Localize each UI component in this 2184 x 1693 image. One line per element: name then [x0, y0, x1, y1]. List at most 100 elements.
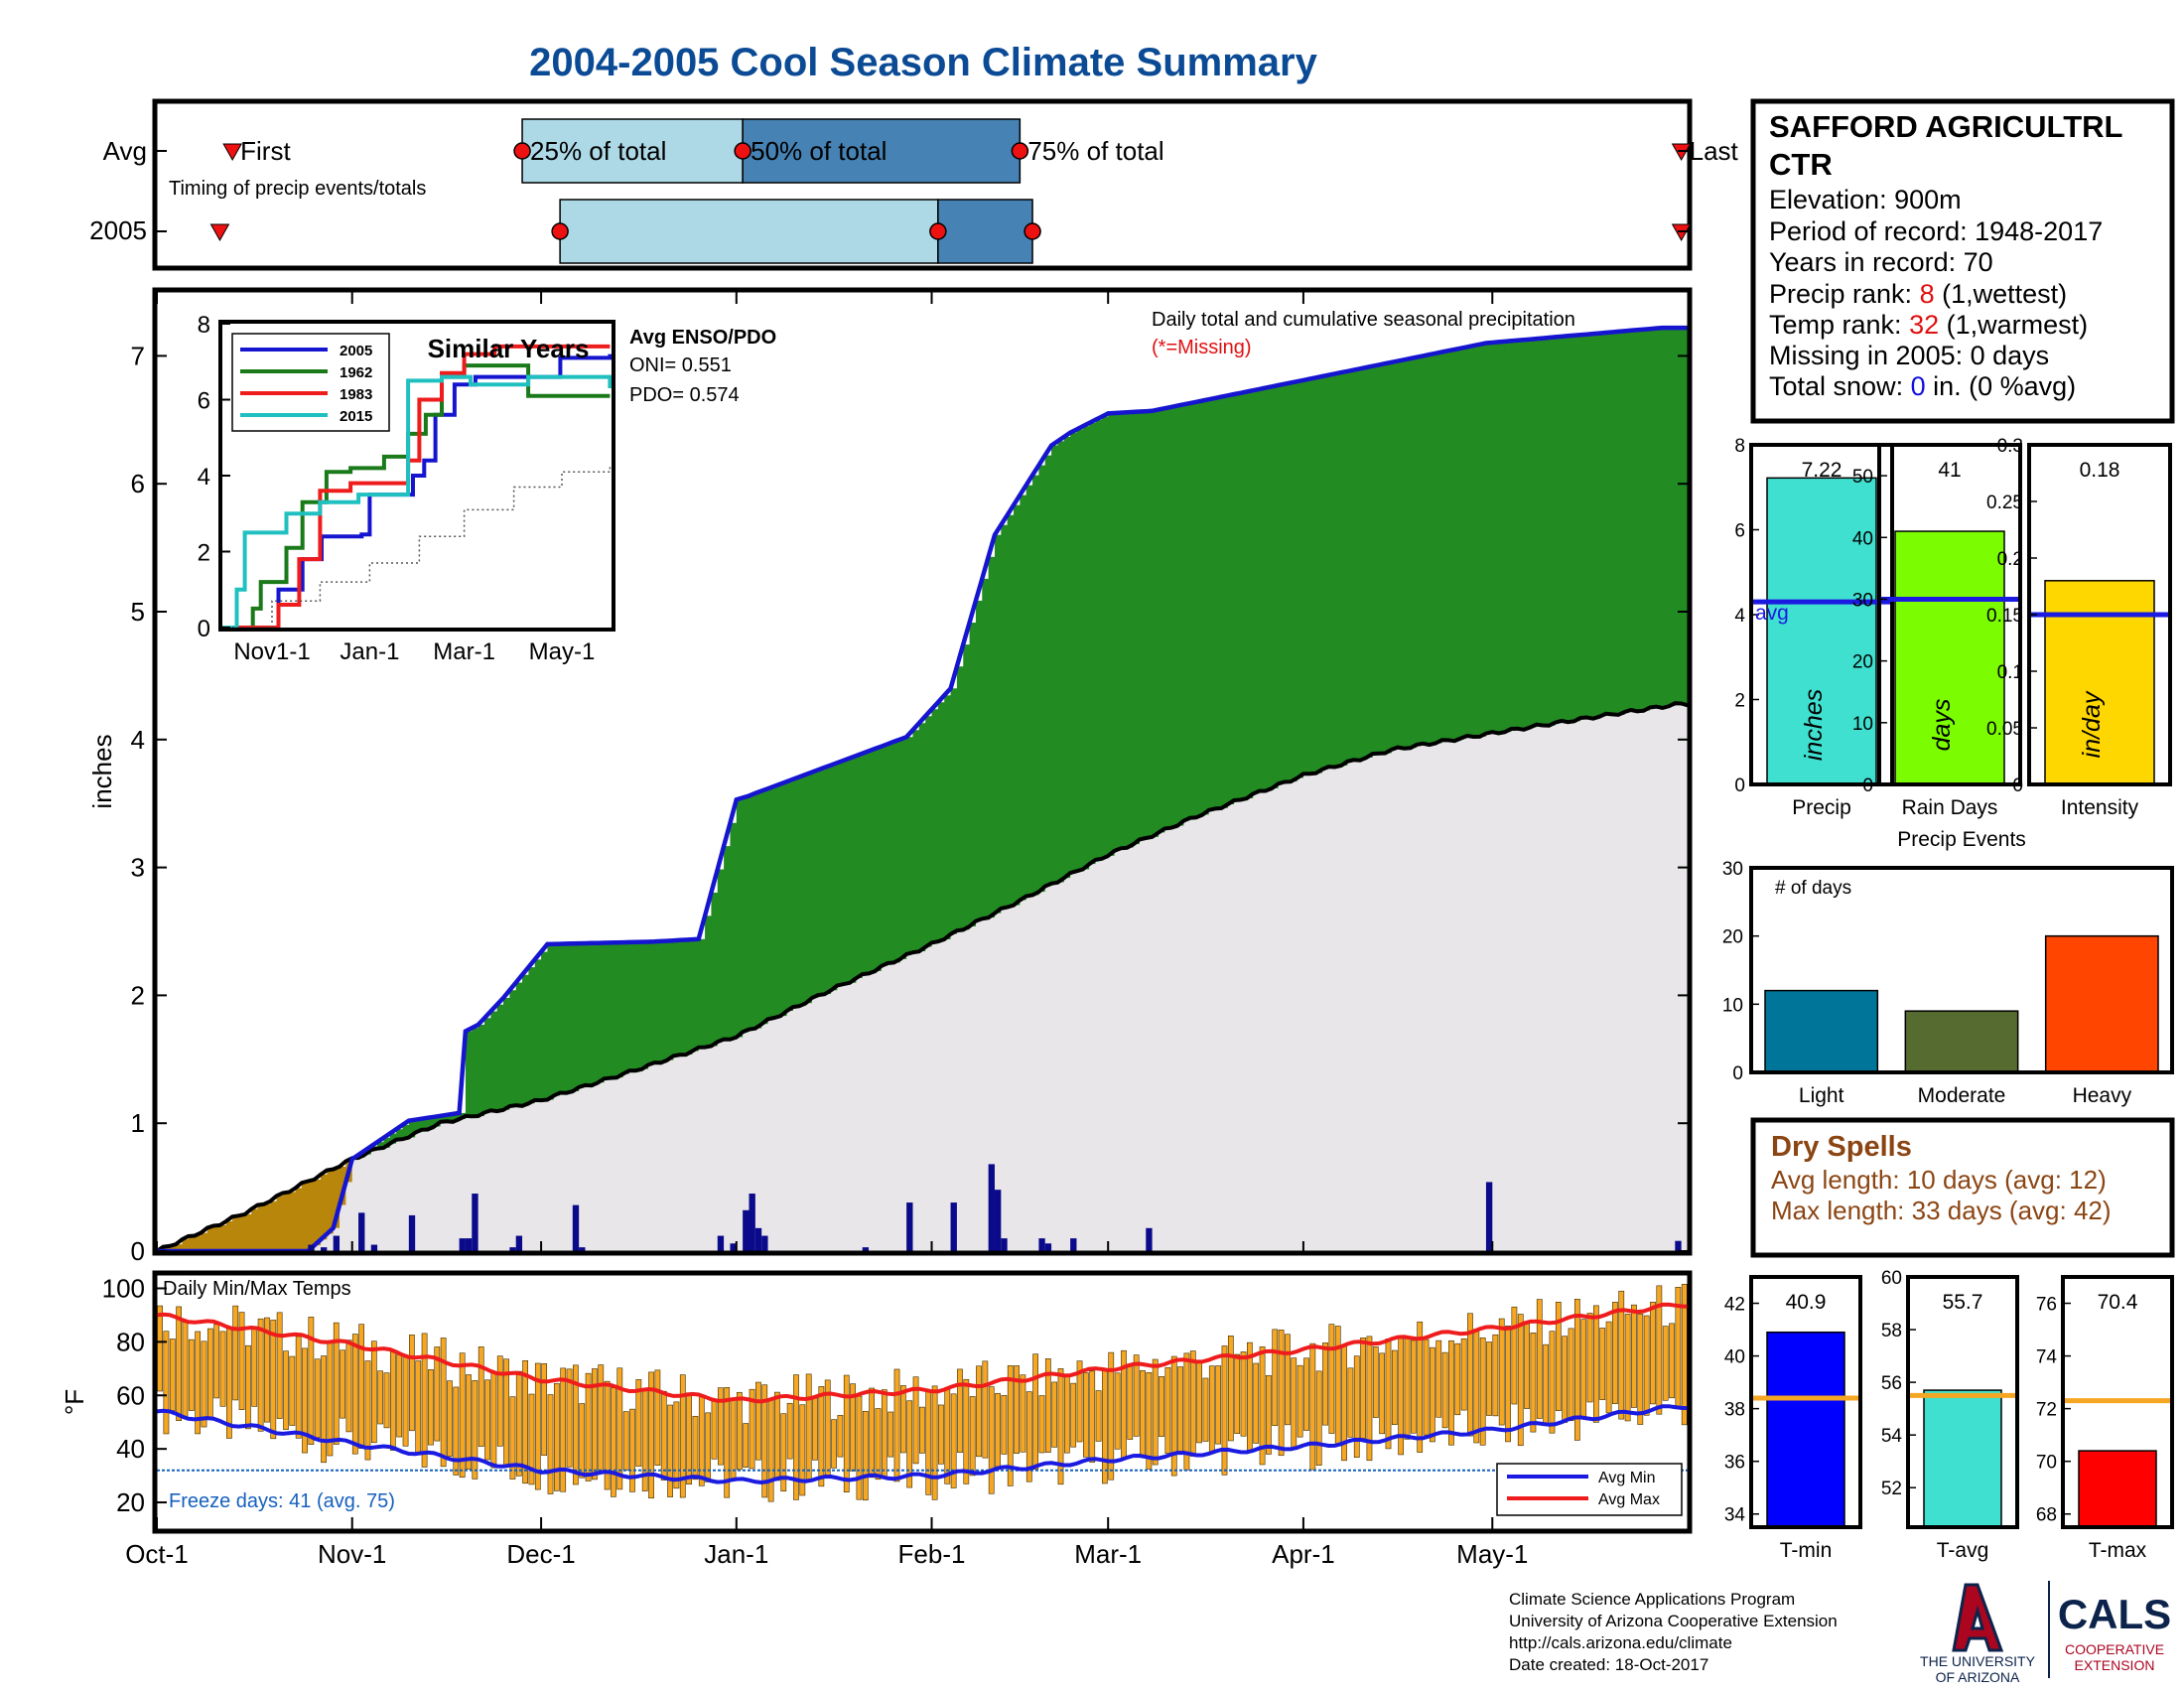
- normal-precip-fill: [472, 1116, 479, 1251]
- precip-departure-fill: [786, 781, 794, 1012]
- daily-temp-bar: [302, 1347, 308, 1454]
- daily-temp-bar: [421, 1333, 428, 1468]
- daily-temp-bar: [295, 1336, 302, 1439]
- month-label: Mar-1: [1074, 1539, 1142, 1569]
- inset-series-avg: [222, 464, 612, 629]
- normal-precip-fill: [730, 1039, 738, 1251]
- precip-departure-fill: [1586, 334, 1594, 718]
- precip-departure-fill: [1630, 330, 1638, 711]
- normal-precip-fill: [994, 913, 1002, 1251]
- precip-departure-fill: [1385, 363, 1393, 754]
- normal-precip-fill: [1562, 720, 1570, 1251]
- ua-line-1: THE UNIVERSITY: [1920, 1653, 2036, 1669]
- normal-precip-fill: [604, 1078, 612, 1251]
- precip-departure-fill: [440, 1115, 448, 1122]
- normal-precip-fill: [1466, 736, 1474, 1251]
- precip-departure-fill: [1328, 374, 1336, 768]
- normal-precip-fill: [1580, 717, 1588, 1251]
- inset-legend-label: 1983: [340, 386, 372, 403]
- precip-departure-fill: [263, 1203, 271, 1251]
- daily-temp-bar: [321, 1355, 327, 1464]
- daily-temp-bar: [831, 1419, 837, 1469]
- precip-departure-fill: [446, 1114, 454, 1122]
- daily-temp-bar: [805, 1373, 812, 1480]
- timing-first-last-marker: [222, 143, 243, 162]
- daily-temp-bar: [327, 1340, 334, 1457]
- precip-departure-fill: [1441, 352, 1449, 741]
- precip-departure-fill: [1592, 334, 1600, 719]
- station-precip-rank: Precip rank: 8 (1,wettest): [1769, 279, 2067, 309]
- daily-temp-bar: [812, 1397, 818, 1461]
- precip-departure-fill: [490, 1011, 498, 1111]
- month-label: May-1: [1456, 1539, 1528, 1569]
- normal-precip-fill: [383, 1147, 391, 1251]
- normal-precip-fill: [786, 1011, 794, 1251]
- daily-temp-bar: [1479, 1337, 1486, 1446]
- summary-value-label: 7.22: [1802, 459, 1843, 482]
- precip-departure-fill: [956, 666, 964, 931]
- daily-temp-bar: [912, 1376, 919, 1465]
- daily-temp-bar: [843, 1374, 850, 1492]
- normal-precip-fill: [1253, 793, 1261, 1251]
- normal-precip-fill: [1032, 895, 1039, 1251]
- precip-departure-fill: [912, 730, 920, 953]
- normal-precip-fill: [1082, 869, 1090, 1251]
- normal-precip-fill: [1385, 753, 1393, 1251]
- normal-precip-fill: [1025, 896, 1033, 1251]
- daily-temp-bar: [969, 1396, 976, 1477]
- precip-chart: 0 1 2 3 4 5 6 7 inches Daily total and cumulati…: [87, 287, 1693, 1266]
- precip-departure-fill: [1353, 369, 1361, 761]
- daily-temp-bar: [283, 1350, 289, 1430]
- timing-percentile-marker: [734, 142, 751, 160]
- normal-precip-fill: [875, 971, 883, 1251]
- normal-precip-fill: [1007, 907, 1015, 1251]
- month-label: Oct-1: [125, 1539, 189, 1569]
- daily-temp-bar: [1278, 1330, 1285, 1457]
- precip-departure-fill: [415, 1119, 423, 1133]
- precip-ylabel: inches: [87, 734, 117, 808]
- timing-percentile-marker: [929, 222, 947, 240]
- daily-temp-bar: [440, 1338, 447, 1468]
- precip-departure-fill: [773, 785, 781, 1018]
- daily-temp-bar: [1430, 1346, 1435, 1443]
- normal-precip-fill: [767, 1019, 775, 1251]
- precip-departure-fill: [1498, 342, 1506, 734]
- precip-departure-fill: [837, 763, 845, 986]
- precip-departure-fill: [856, 756, 864, 979]
- precip-departure-fill: [1372, 365, 1380, 755]
- normal-precip-fill: [1108, 855, 1116, 1251]
- precip-departure-fill: [282, 1193, 290, 1251]
- normal-precip-fill: [1618, 714, 1626, 1251]
- daily-temp-bar: [566, 1368, 573, 1468]
- daily-temp-bar: [1580, 1319, 1587, 1420]
- daily-precip-bar: [1485, 1182, 1493, 1251]
- daily-temp-bar: [1505, 1326, 1511, 1443]
- daily-temp-bar: [1309, 1342, 1316, 1471]
- daily-temp-bar: [1624, 1314, 1631, 1422]
- precip-departure-fill: [622, 942, 630, 1074]
- daily-temp-bar: [1334, 1326, 1341, 1447]
- precip-departure-fill: [472, 1028, 479, 1117]
- normal-precip-fill: [1398, 747, 1406, 1251]
- precip-note: Daily total and cumulative seasonal prec…: [1152, 309, 1575, 331]
- daily-temp-bar: [786, 1402, 793, 1460]
- month-label: Jan-1: [704, 1539, 768, 1569]
- normal-precip-fill: [1044, 886, 1052, 1251]
- daily-temp-bar: [931, 1385, 938, 1500]
- precip-ytick-label: 2: [131, 980, 145, 1010]
- precip-departure-fill: [1001, 524, 1009, 909]
- precip-departure-fill: [1127, 412, 1135, 848]
- precip-departure-fill: [1404, 359, 1412, 749]
- normal-precip-fill: [1221, 807, 1229, 1251]
- normal-precip-fill: [1573, 721, 1581, 1251]
- daily-precip-bar: [515, 1235, 523, 1251]
- daily-temp-bar: [340, 1349, 345, 1419]
- legend-avg-max: Avg Max: [1598, 1491, 1660, 1508]
- daily-temp-bar: [1593, 1305, 1599, 1423]
- daily-precip-bar: [370, 1244, 378, 1251]
- precip-departure-fill: [830, 765, 838, 991]
- normal-precip-fill: [585, 1084, 593, 1251]
- temp-ytick-label: 60: [116, 1380, 145, 1410]
- daily-temp-bar: [667, 1404, 673, 1497]
